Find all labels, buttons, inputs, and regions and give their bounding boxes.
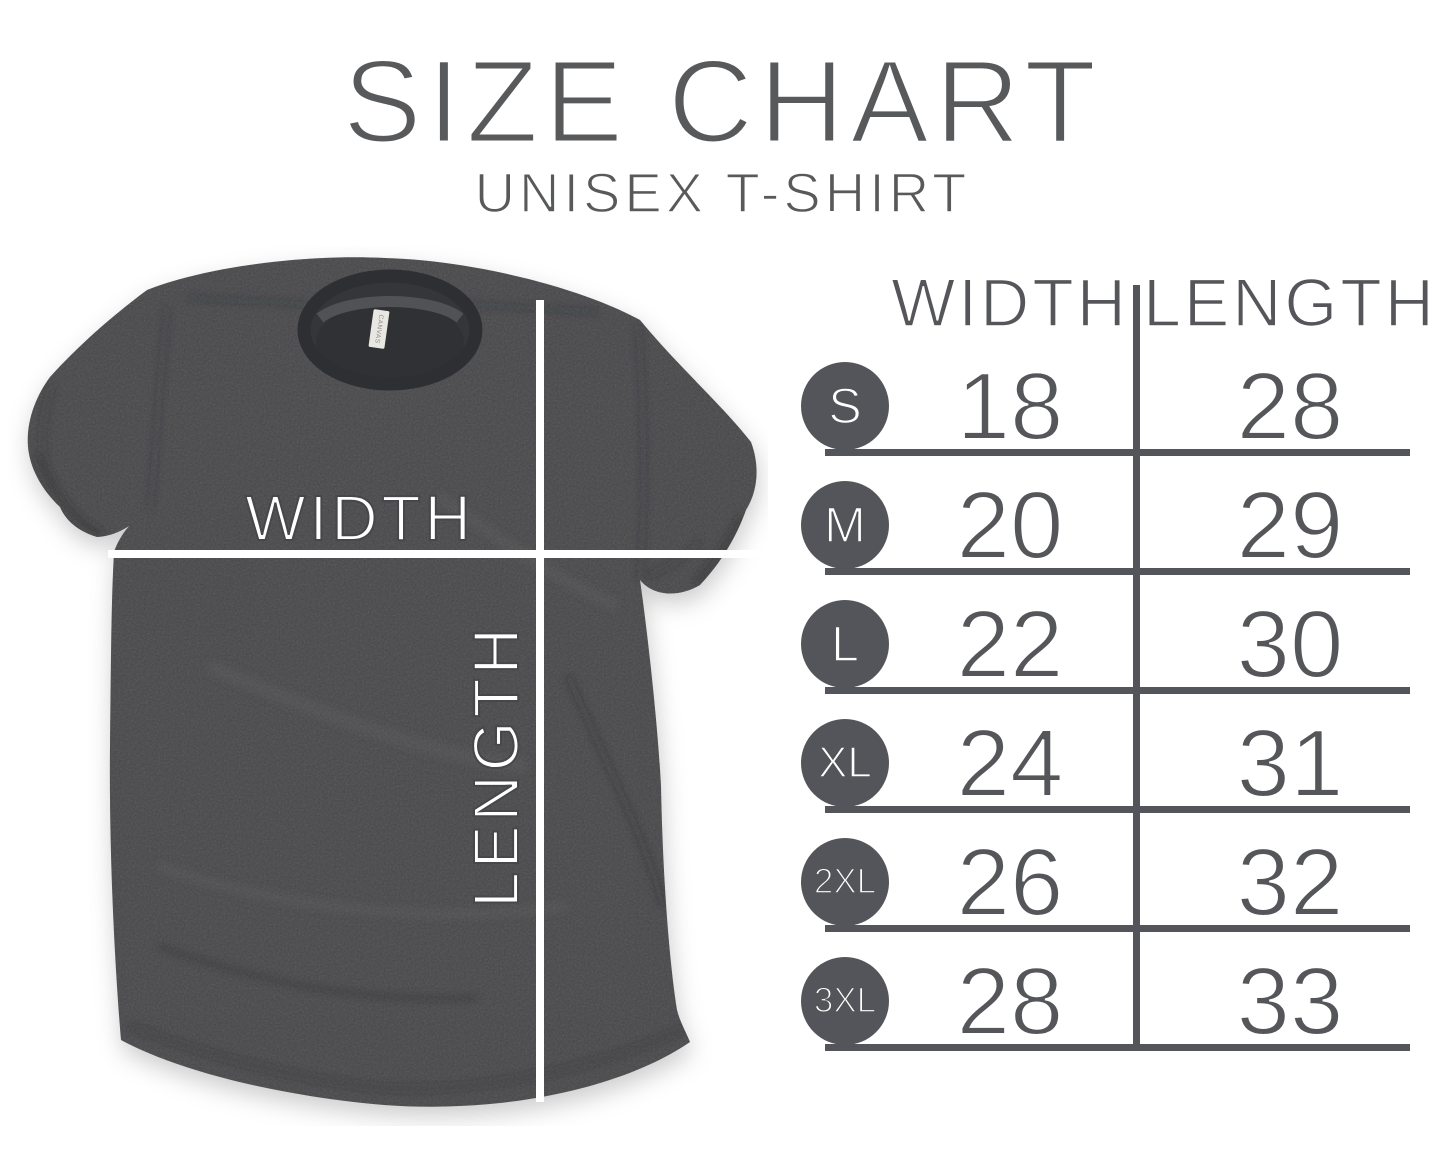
- length-value: 30: [1236, 590, 1345, 699]
- width-value: 22: [956, 590, 1065, 699]
- size-row-xl: XL 24 31: [770, 694, 1430, 818]
- length-value: 33: [1236, 947, 1345, 1056]
- size-badge-label: 3XL: [813, 980, 877, 1021]
- size-badge: M: [801, 481, 889, 569]
- size-table: WIDTH LENGTH S 18 28 M 20 29 L 22 30 XL …: [770, 250, 1435, 1080]
- shirt-collar: [297, 269, 483, 391]
- brand-tag: CANVAS: [368, 309, 390, 349]
- tshirt-image: CANVAS WIDTH LENGTH: [27, 257, 764, 1107]
- size-row-l: L 22 30: [770, 575, 1430, 699]
- size-row-m: M 20 29: [770, 456, 1430, 580]
- row-divider-line: [825, 568, 1410, 575]
- size-badge: 2XL: [801, 838, 889, 926]
- size-badge: S: [801, 362, 889, 450]
- size-badge-label: 2XL: [813, 861, 877, 902]
- size-badge-label: XL: [817, 737, 872, 788]
- length-value: 32: [1236, 828, 1345, 937]
- size-row-2xl: 2XL 26 32: [770, 813, 1430, 937]
- tshirt-photo: CANVAS WIDTH LENGTH: [8, 246, 768, 1126]
- width-measure-line: [108, 550, 764, 558]
- size-badge: XL: [801, 719, 889, 807]
- width-value: 28: [956, 947, 1065, 1056]
- size-badge-label: M: [823, 496, 866, 554]
- row-divider-line: [825, 925, 1410, 932]
- shirt-width-label: WIDTH: [245, 482, 475, 554]
- page-subtitle: UNISEX T-SHIRT: [474, 160, 971, 225]
- length-value: 29: [1236, 471, 1345, 580]
- size-badge-label: L: [830, 615, 859, 673]
- column-header-length: LENGTH: [1142, 264, 1437, 342]
- column-header-width: WIDTH: [890, 264, 1129, 342]
- width-value: 18: [956, 352, 1065, 461]
- width-value: 20: [956, 471, 1065, 580]
- fabric-texture: [27, 257, 757, 1107]
- width-value: 24: [956, 709, 1065, 818]
- row-divider-line: [825, 1044, 1410, 1051]
- size-badge: 3XL: [801, 957, 889, 1045]
- size-row-3xl: 3XL 28 33: [770, 932, 1430, 1056]
- size-badge: L: [801, 600, 889, 688]
- row-divider-line: [825, 449, 1410, 456]
- row-divider-line: [825, 687, 1410, 694]
- size-badge-label: S: [828, 377, 863, 435]
- row-divider-line: [825, 806, 1410, 813]
- length-measure-line: [536, 300, 544, 1102]
- size-row-s: S 18 28: [770, 337, 1430, 461]
- width-value: 26: [956, 828, 1065, 937]
- length-value: 28: [1236, 352, 1345, 461]
- shirt-length-label: LENGTH: [460, 624, 532, 908]
- table-column-divider: [1133, 285, 1140, 1051]
- length-value: 31: [1236, 709, 1345, 818]
- page-title: SIZE CHART: [341, 35, 1103, 170]
- brand-tag-label: CANVAS: [373, 314, 384, 344]
